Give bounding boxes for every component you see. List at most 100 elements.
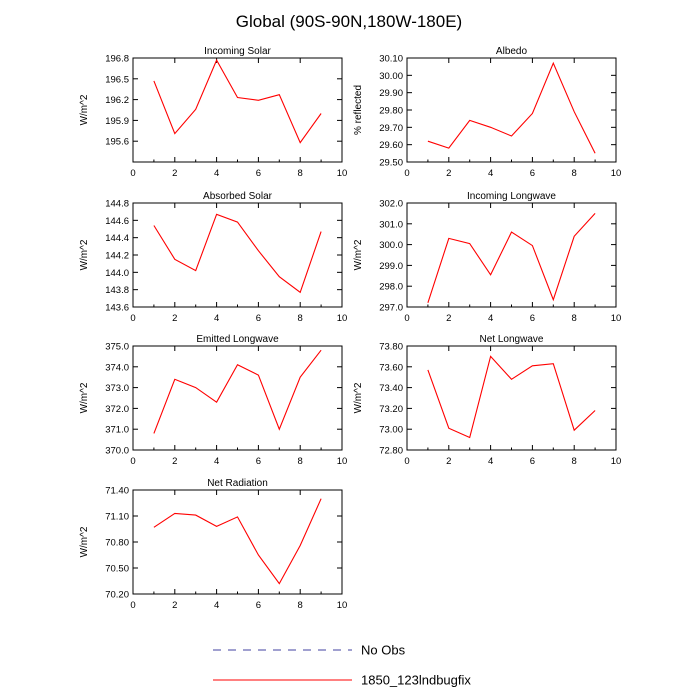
y-tick-label: 29.80 xyxy=(379,106,403,117)
x-tick-label: 4 xyxy=(214,168,219,179)
series-line-1850-123lndbugfix xyxy=(153,58,322,144)
y-tick-label: 196.5 xyxy=(105,74,129,85)
y-tick-label: 196.2 xyxy=(105,95,129,106)
x-tick-label: 8 xyxy=(572,168,577,179)
x-tick-label: 0 xyxy=(130,168,135,179)
plot-frame xyxy=(132,202,343,308)
panel-title: Incoming Solar xyxy=(204,46,271,57)
y-tick-label: 30.00 xyxy=(379,71,403,82)
x-tick-label: 2 xyxy=(172,168,177,179)
y-tick-label: 302.0 xyxy=(379,199,403,210)
panel-title: Emitted Longwave xyxy=(196,334,279,345)
x-tick-label: 2 xyxy=(172,313,177,324)
panel-absorbed-solar: Absorbed Solar 0 2 4 6 8 10 143.6 143.8 144.0 144.… xyxy=(79,191,347,324)
x-tick-label: 6 xyxy=(530,456,535,467)
x-tick-label: 10 xyxy=(611,456,622,467)
y-tick-label: 144.2 xyxy=(105,251,129,262)
y-tick-label: 371.0 xyxy=(105,425,129,436)
x-tick-label: 8 xyxy=(298,168,303,179)
panel-net-radiation: Net Radiation 0 2 4 6 8 10 70.20 70.50 70.80 71.10… xyxy=(79,478,347,611)
y-tick-label: 373.0 xyxy=(105,383,129,394)
series-line-1850-123lndbugfix xyxy=(427,355,596,439)
y-tick-label: 73.60 xyxy=(379,362,403,373)
plot-frame xyxy=(406,202,617,308)
series-line-1850-123lndbugfix xyxy=(153,213,322,294)
panel-incoming-longwave: Incoming Longwave 0 2 4 6 8 10 297.0 298.0 299.0 3… xyxy=(353,191,621,324)
x-tick-label: 0 xyxy=(130,456,135,467)
x-tick-label: 10 xyxy=(337,313,348,324)
y-axis-label: W/m^2 xyxy=(353,382,364,413)
y-tick-label: 29.60 xyxy=(379,140,403,151)
x-tick-label: 2 xyxy=(446,168,451,179)
legend-label-1850-123lndbugfix: 1850_123lndbugfix xyxy=(361,673,471,688)
y-tick-label: 144.0 xyxy=(105,268,129,279)
y-tick-label: 70.80 xyxy=(105,538,129,549)
x-tick-label: 6 xyxy=(256,313,261,324)
panel-title: Incoming Longwave xyxy=(467,191,556,202)
x-tick-label: 0 xyxy=(130,600,135,611)
y-tick-label: 195.6 xyxy=(105,137,129,148)
plot-frame xyxy=(132,57,343,163)
y-tick-label: 70.20 xyxy=(105,590,129,601)
plot-frame xyxy=(132,489,343,595)
x-tick-label: 10 xyxy=(337,600,348,611)
y-tick-label: 144.8 xyxy=(105,199,129,210)
y-tick-label: 301.0 xyxy=(379,219,403,230)
panel-albedo: Albedo 0 2 4 6 8 10 29.50 29.60 29.70 29.80 29.90 30… xyxy=(353,46,621,179)
x-tick-label: 0 xyxy=(130,313,135,324)
y-tick-label: 71.10 xyxy=(105,512,129,523)
y-tick-label: 374.0 xyxy=(105,362,129,373)
x-tick-label: 2 xyxy=(446,456,451,467)
y-axis-label: W/m^2 xyxy=(79,526,90,557)
x-tick-label: 8 xyxy=(298,456,303,467)
y-axis-label: W/m^2 xyxy=(79,239,90,270)
plot-frame xyxy=(406,57,617,163)
x-tick-label: 0 xyxy=(404,456,409,467)
panel-title: Albedo xyxy=(496,46,528,57)
x-tick-label: 4 xyxy=(488,168,493,179)
x-tick-label: 6 xyxy=(256,168,261,179)
series-line-1850-123lndbugfix xyxy=(153,498,322,585)
panel-title: Net Longwave xyxy=(480,334,544,345)
x-tick-label: 4 xyxy=(214,456,219,467)
y-tick-label: 372.0 xyxy=(105,404,129,415)
x-tick-label: 8 xyxy=(572,456,577,467)
y-axis-label: % reflected xyxy=(353,85,364,135)
x-tick-label: 4 xyxy=(214,600,219,611)
x-tick-label: 6 xyxy=(256,456,261,467)
panel-net-longwave: Net Longwave 0 2 4 6 8 10 72.80 73.00 73.20 73.40 7… xyxy=(353,334,621,467)
y-axis-label: W/m^2 xyxy=(79,382,90,413)
series-line-1850-123lndbugfix xyxy=(427,213,596,303)
y-tick-label: 73.20 xyxy=(379,404,403,415)
main-title: Global (90S-90N,180W-180E) xyxy=(236,12,462,31)
series-line-1850-123lndbugfix xyxy=(427,61,596,154)
panel-incoming-solar: Incoming Solar 0 2 4 6 8 10 195.6 195.9 196.2 196.… xyxy=(79,46,347,179)
x-tick-label: 6 xyxy=(530,168,535,179)
y-tick-label: 370.0 xyxy=(105,446,129,457)
x-tick-label: 8 xyxy=(298,600,303,611)
panel-title: Absorbed Solar xyxy=(203,191,273,202)
y-tick-label: 196.8 xyxy=(105,54,129,65)
y-tick-label: 297.0 xyxy=(379,303,403,314)
y-tick-label: 73.00 xyxy=(379,425,403,436)
plot-frame xyxy=(132,345,343,451)
y-tick-label: 143.8 xyxy=(105,285,129,296)
x-tick-label: 4 xyxy=(488,313,493,324)
y-tick-label: 73.40 xyxy=(379,383,403,394)
x-tick-label: 8 xyxy=(298,313,303,324)
panel-title: Net Radiation xyxy=(207,478,268,489)
x-tick-label: 4 xyxy=(488,456,493,467)
x-tick-label: 10 xyxy=(337,168,348,179)
y-axis-label: W/m^2 xyxy=(79,94,90,125)
x-tick-label: 2 xyxy=(172,600,177,611)
y-tick-label: 300.0 xyxy=(379,240,403,251)
series-line-1850-123lndbugfix xyxy=(153,349,322,434)
x-tick-label: 10 xyxy=(611,313,622,324)
y-axis-label: W/m^2 xyxy=(353,239,364,270)
x-tick-label: 10 xyxy=(611,168,622,179)
panel-emitted-longwave: Emitted Longwave 0 2 4 6 8 10 370.0 371.0 372.0 37… xyxy=(79,334,347,467)
y-tick-label: 195.9 xyxy=(105,116,129,127)
y-tick-label: 73.80 xyxy=(379,342,403,353)
x-tick-label: 2 xyxy=(446,313,451,324)
